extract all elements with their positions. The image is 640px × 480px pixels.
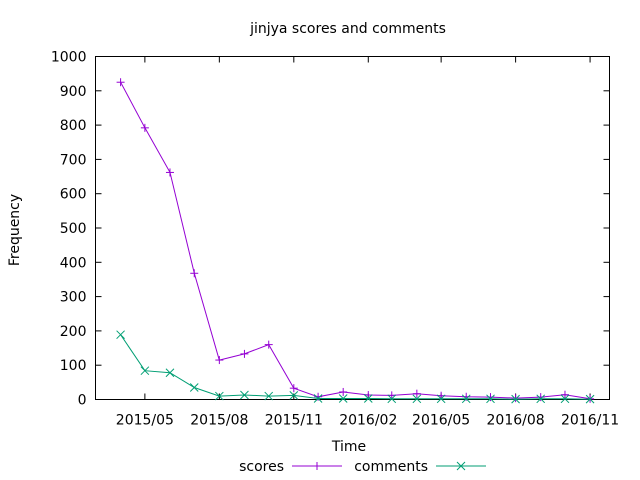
y-axis: 0 100 200 300 400 500 600 700 800 900 1000: [51, 50, 610, 409]
x-tick-label: 2016/02: [339, 413, 397, 429]
marker-stroke: [313, 394, 323, 403]
x-tick-label: 2016/11: [561, 413, 619, 429]
y-tick-label: 700: [60, 152, 87, 168]
marker-stroke: [240, 390, 249, 400]
data-point-scores: [240, 349, 249, 358]
x-tick-label: 2016/05: [412, 413, 470, 429]
x-tick-label: 2015/11: [265, 413, 323, 429]
data-point-scores: [165, 168, 174, 177]
marker-stroke: [585, 394, 595, 404]
data-point-scores: [116, 78, 125, 87]
y-tick-label: 400: [60, 255, 87, 271]
series-scores: [116, 78, 595, 403]
x-axis: 2015/05 2015/08 2015/11 2016/02 2016/05 2016/…: [116, 56, 619, 429]
data-point-comments: [560, 394, 570, 404]
legend-label-scores: scores: [239, 459, 284, 475]
x-tick-label: 2016/08: [487, 413, 545, 429]
y-tick-label: 1000: [51, 50, 87, 66]
legend-label-comments: comments: [354, 459, 428, 475]
data-point-comments: [338, 394, 348, 403]
data-point-scores: [289, 384, 298, 393]
x-tick-label: 2015/08: [190, 413, 248, 429]
data-point-comments: [240, 390, 249, 400]
data-point-scores: [364, 391, 373, 400]
marker-stroke: [511, 394, 520, 404]
marker-stroke: [116, 330, 125, 340]
x-tick-label: 2015/05: [116, 413, 174, 429]
data-point-scores: [339, 387, 348, 396]
data-point-scores: [264, 340, 273, 349]
data-point-comments: [189, 383, 199, 392]
marker-stroke: [140, 366, 150, 376]
marker-stroke: [165, 368, 175, 378]
marker-stroke: [338, 394, 348, 403]
legend: scores comments: [239, 459, 486, 475]
data-point-scores: [314, 392, 323, 401]
data-point-comments: [412, 394, 422, 404]
legend-marker-scores: [313, 462, 321, 470]
data-point-scores: [486, 393, 495, 402]
y-axis-label: Frequency: [7, 194, 23, 266]
data-point-comments: [214, 391, 224, 401]
marker-stroke: [560, 394, 570, 404]
legend-marker-comments: [456, 461, 466, 471]
y-tick-label: 900: [60, 84, 87, 100]
data-point-comments: [536, 394, 546, 404]
data-point-scores: [215, 356, 224, 365]
marker-stroke: [189, 383, 199, 392]
data-point-comments: [264, 391, 274, 401]
marker-stroke: [412, 394, 422, 404]
data-point-comments: [511, 394, 520, 404]
chart-title: jinjya scores and comments: [249, 21, 446, 37]
series-line-scores: [120, 81, 591, 400]
marker-stroke: [289, 391, 299, 400]
y-tick-label: 500: [60, 221, 87, 237]
series-line-comments: [120, 334, 591, 400]
data-point-comments: [313, 394, 323, 403]
data-point-comments: [289, 391, 299, 400]
data-point-comments: [116, 330, 125, 340]
data-point-scores: [140, 123, 149, 132]
data-point-comments: [585, 394, 595, 404]
marker-stroke: [264, 391, 274, 401]
marker-stroke: [363, 394, 373, 403]
data-point-scores: [511, 394, 520, 403]
marker-stroke: [214, 391, 224, 401]
y-tick-label: 0: [78, 393, 87, 409]
data-point-comments: [461, 394, 471, 404]
data-point-comments: [165, 368, 175, 378]
series-layer: [116, 78, 595, 404]
y-tick-label: 600: [60, 187, 87, 203]
data-point-scores: [536, 393, 545, 402]
data-point-comments: [387, 394, 397, 404]
marker-stroke: [456, 461, 466, 471]
data-point-comments: [436, 394, 446, 404]
marker-stroke: [436, 394, 446, 404]
data-point-comments: [140, 366, 150, 376]
data-point-scores: [387, 391, 396, 400]
marker-stroke: [536, 394, 546, 404]
data-point-scores: [190, 269, 199, 278]
data-point-scores: [560, 390, 569, 399]
marker-stroke: [387, 394, 397, 404]
y-tick-label: 200: [60, 324, 87, 340]
y-tick-label: 300: [60, 290, 87, 306]
series-comments: [116, 330, 595, 404]
y-tick-label: 800: [60, 118, 87, 134]
plot-frame: [95, 56, 610, 400]
data-point-comments: [486, 394, 495, 404]
marker-stroke: [461, 394, 471, 404]
data-point-comments: [363, 394, 373, 403]
marker-stroke: [486, 394, 495, 404]
data-point-scores: [412, 389, 421, 398]
x-axis-label: Time: [331, 439, 366, 455]
y-tick-label: 100: [60, 358, 87, 374]
